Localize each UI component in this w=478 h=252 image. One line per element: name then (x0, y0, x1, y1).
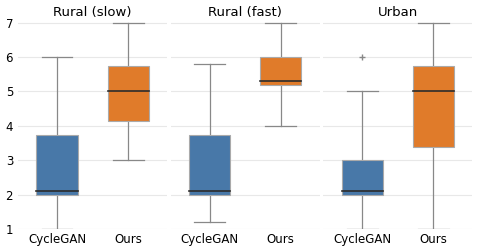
Bar (36, 135, 77, 195)
Bar (260, 57, 301, 84)
Title: Rural (slow): Rural (slow) (54, 6, 132, 19)
Bar (108, 66, 149, 121)
Bar (189, 135, 230, 195)
Title: Urban: Urban (378, 6, 418, 19)
Bar (413, 66, 454, 147)
Bar (342, 160, 383, 195)
Title: Rural (fast): Rural (fast) (208, 6, 282, 19)
